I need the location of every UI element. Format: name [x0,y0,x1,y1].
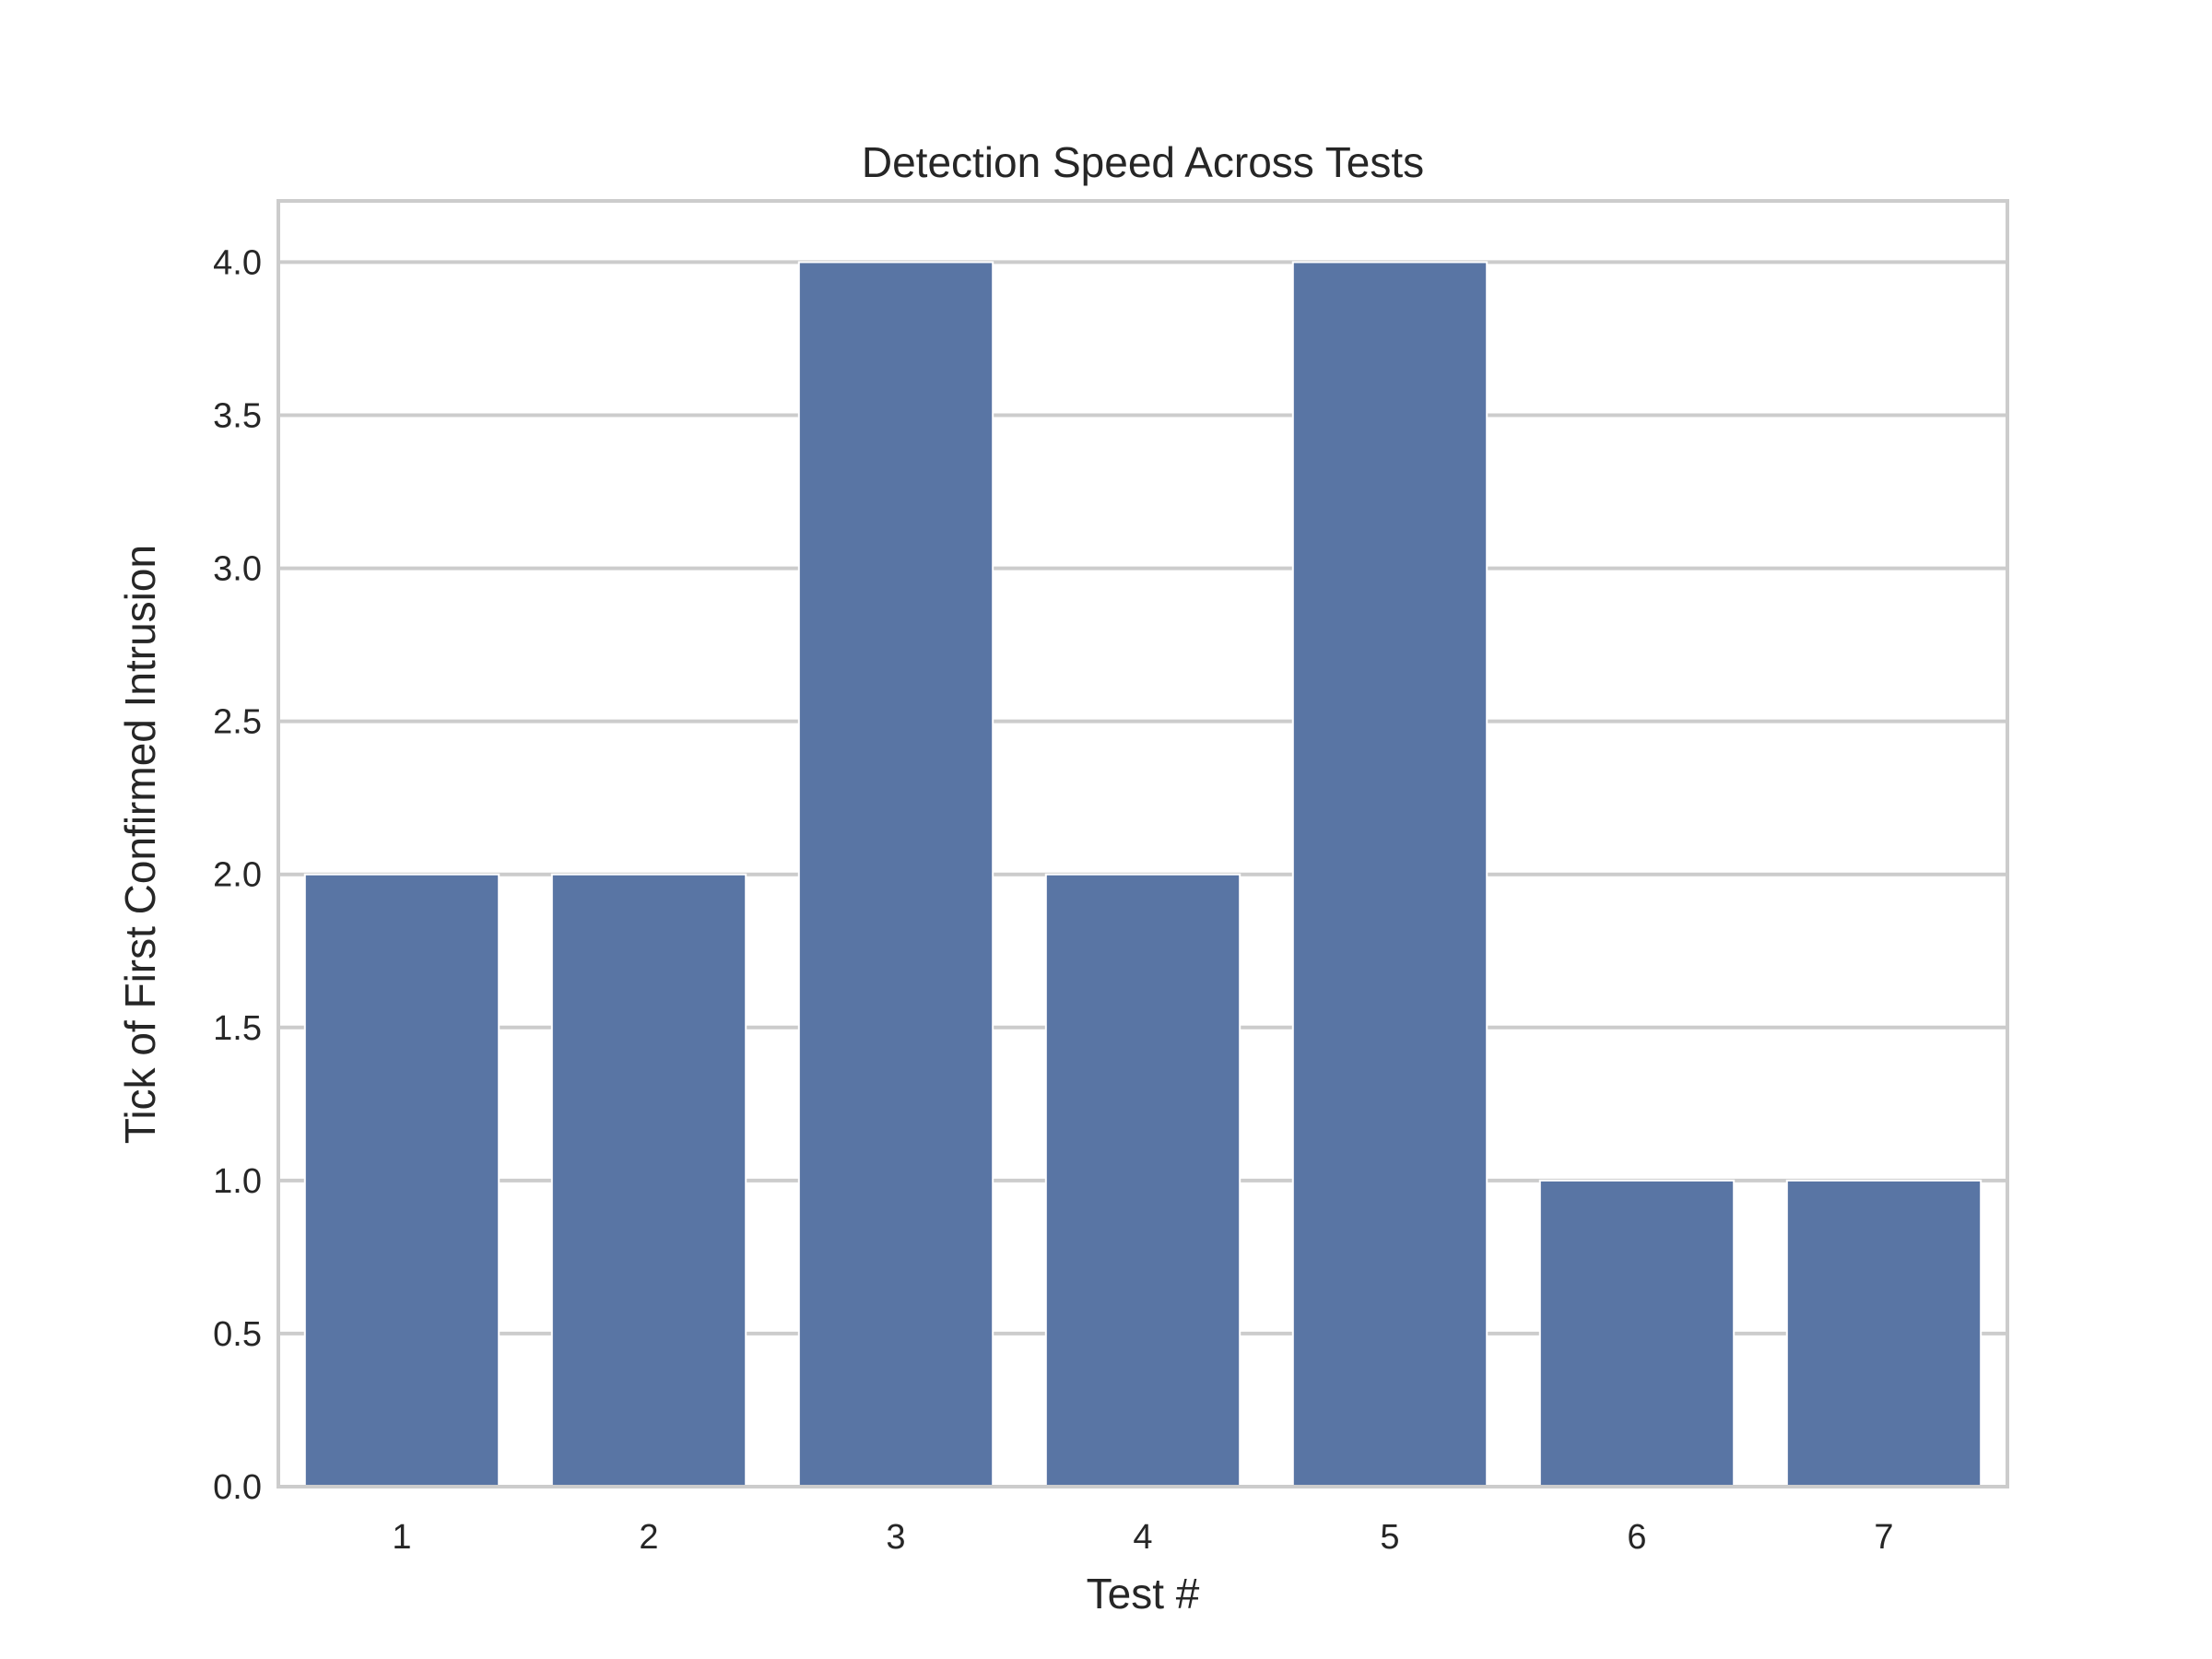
bar-test-3 [797,261,994,1488]
y-tick-label: 2.0 [213,856,262,895]
y-tick-label: 2.5 [213,703,262,742]
x-tick-label: 5 [1380,1518,1399,1557]
bar-test-4 [1044,873,1241,1488]
x-tick-label: 2 [639,1518,658,1557]
x-tick-label: 4 [1133,1518,1152,1557]
x-tick-label: 3 [886,1518,905,1557]
y-tick-labels: 0.0 0.5 1.0 1.5 2.0 2.5 3.0 3.5 4.0 [213,243,262,1507]
bar-test-2 [550,873,747,1488]
bars [303,261,1983,1488]
y-tick-label: 3.0 [213,550,262,589]
bar-test-7 [1785,1179,1983,1488]
x-axis-label: Test # [1087,1570,1200,1618]
y-tick-label: 0.0 [213,1468,262,1507]
y-tick-label: 1.0 [213,1162,262,1201]
x-tick-label: 1 [392,1518,411,1557]
bar-test-5 [1291,261,1488,1488]
x-tick-label: 7 [1874,1518,1893,1557]
y-axis-label: Tick of First Confirmed Intrusion [116,545,164,1144]
y-tick-label: 1.5 [213,1009,262,1048]
x-tick-label: 6 [1627,1518,1646,1557]
bar-test-1 [303,873,500,1488]
y-tick-label: 3.5 [213,397,262,436]
chart-title: Detection Speed Across Tests [862,138,1424,186]
plot-frame [276,199,2009,1488]
x-tick-labels: 1 2 3 4 5 6 7 [392,1518,1893,1557]
y-tick-label: 0.5 [213,1315,262,1354]
bar-test-6 [1538,1179,1735,1488]
y-tick-label: 4.0 [213,243,262,282]
